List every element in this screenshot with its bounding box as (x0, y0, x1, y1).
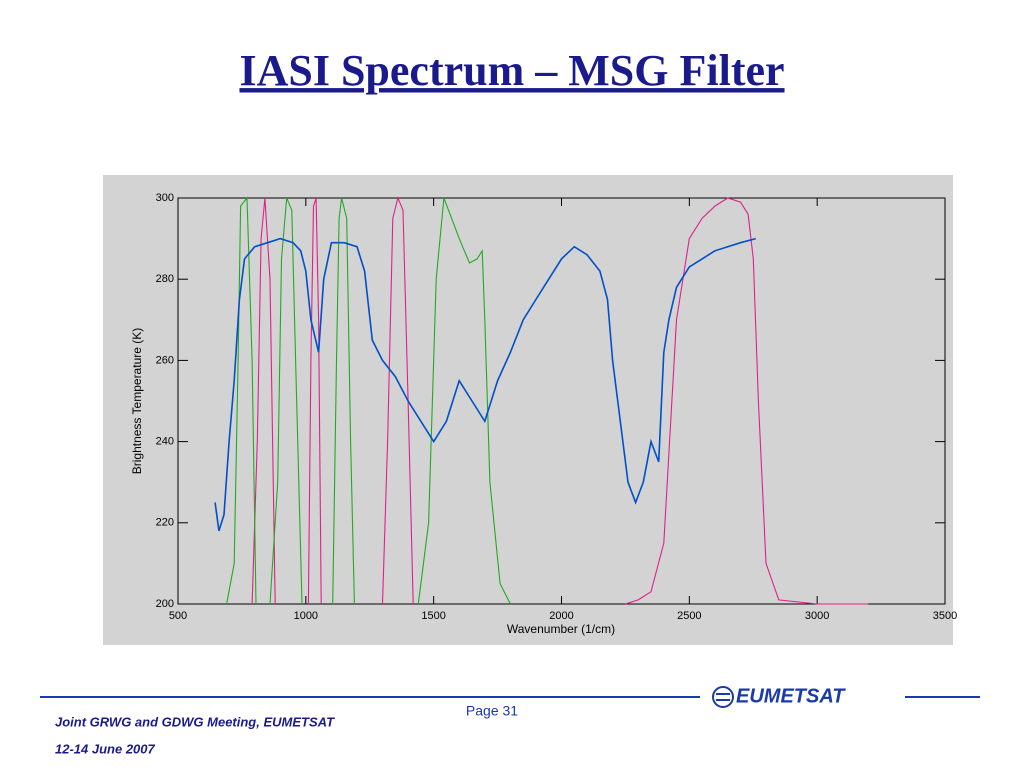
y-tick-label: 240 (156, 436, 174, 448)
x-tick-label: 2000 (549, 610, 573, 622)
y-tick-label: 200 (156, 598, 174, 610)
spectrum-line (269, 197, 303, 605)
x-tick-label: 1000 (294, 610, 318, 622)
spectrum-line (417, 197, 511, 605)
chart-background (103, 175, 953, 645)
spectrum-line (332, 197, 355, 605)
y-tick-label: 280 (156, 273, 174, 285)
x-tick-label: 500 (169, 610, 187, 622)
x-tick-label: 3000 (805, 610, 829, 622)
x-tick-label: 1500 (421, 610, 445, 622)
x-tick-label: 2500 (677, 610, 701, 622)
x-tick-label: 3500 (933, 610, 957, 622)
y-tick-label: 220 (156, 517, 174, 529)
spectrum-line (251, 197, 276, 605)
y-tick-label: 260 (156, 354, 174, 366)
slide-title: IASI Spectrum – MSG Filter (239, 46, 784, 95)
y-tick-label: 300 (156, 192, 174, 204)
logo-icon (712, 686, 734, 708)
footer-meeting: Joint GRWG and GDWG Meeting, EUMETSAT (55, 714, 335, 729)
logo-text: EUMETSAT (736, 685, 846, 707)
spectrum-line (307, 197, 322, 605)
x-axis-label: Wavenumber (1/cm) (507, 622, 615, 636)
spectrum-line (214, 237, 757, 532)
footer-date: 12-14 June 2007 (55, 741, 156, 756)
spectrum-line (625, 197, 869, 605)
spectrum-line (226, 196, 257, 605)
y-axis-label: Brightness Temperature (K) (130, 328, 144, 475)
page-number: Page 31 (466, 703, 518, 719)
